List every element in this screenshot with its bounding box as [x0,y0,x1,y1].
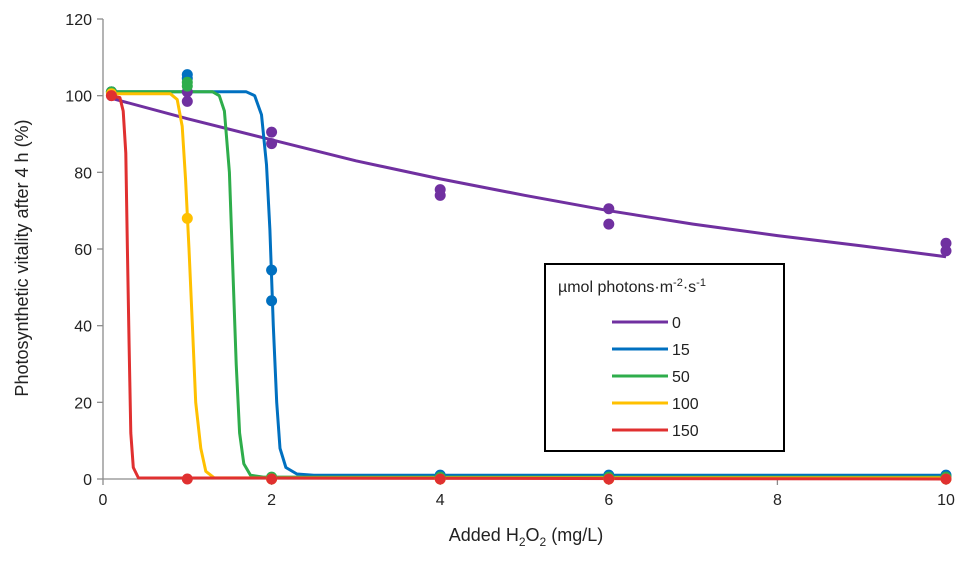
x-tick-label: 10 [937,492,955,509]
series-curve-100 [111,92,946,480]
x-tick-label: 2 [267,492,276,509]
data-point-150 [266,473,278,485]
legend-entries: 0 15 50 100 150 [612,315,699,440]
legend-label-150: 150 [672,423,699,440]
legend-box [544,263,785,452]
legend-label-0: 0 [672,315,681,332]
data-point-0 [266,138,278,150]
data-point-0 [603,203,615,215]
legend-label-50: 50 [672,369,690,386]
y-tick-label: 20 [74,395,92,412]
x-tick-label: 8 [773,492,782,509]
data-point-150 [105,90,117,102]
data-point-150 [434,473,446,485]
x-tick-label: 4 [436,492,445,509]
data-point-100 [181,212,193,224]
series-curve-15 [111,90,946,477]
data-point-150 [181,473,193,485]
y-tick-label: 0 [83,472,92,489]
series-curve-150 [111,94,947,481]
data-point-0 [266,126,278,138]
legend-label-100: 100 [672,396,699,413]
y-tick-label: 80 [74,165,92,182]
y-tick-label: 60 [74,242,92,259]
curves-layer [111,90,947,481]
data-point-15 [266,264,278,276]
data-point-0 [940,245,952,257]
x-axis-title: Added H2O2 (mg/L) [449,525,603,549]
axes-layer [102,19,946,480]
series-curve-50 [111,90,946,479]
data-point-150 [940,473,952,485]
x-tick-label: 0 [99,492,108,509]
legend: µmol photons·m-2·s-1 0 15 50 100 150 [544,263,785,452]
y-axis-title: Photosynthetic vitality after 4 h (%) [12,119,32,396]
data-point-0 [940,237,952,249]
data-point-150 [603,473,615,485]
points-layer [105,69,952,485]
data-point-0 [434,189,446,201]
x-tick-label: 6 [604,492,613,509]
data-point-0 [603,218,615,230]
legend-label-15: 15 [672,342,690,359]
y-tick-label: 100 [65,89,92,106]
y-tick-label: 120 [65,12,92,29]
legend-title: µmol photons·m-2·s-1 [558,277,706,296]
series-curve-0 [111,96,947,259]
data-point-50 [181,80,193,92]
data-point-0 [181,95,193,107]
data-point-15 [266,295,278,307]
y-tick-label: 40 [74,319,92,336]
